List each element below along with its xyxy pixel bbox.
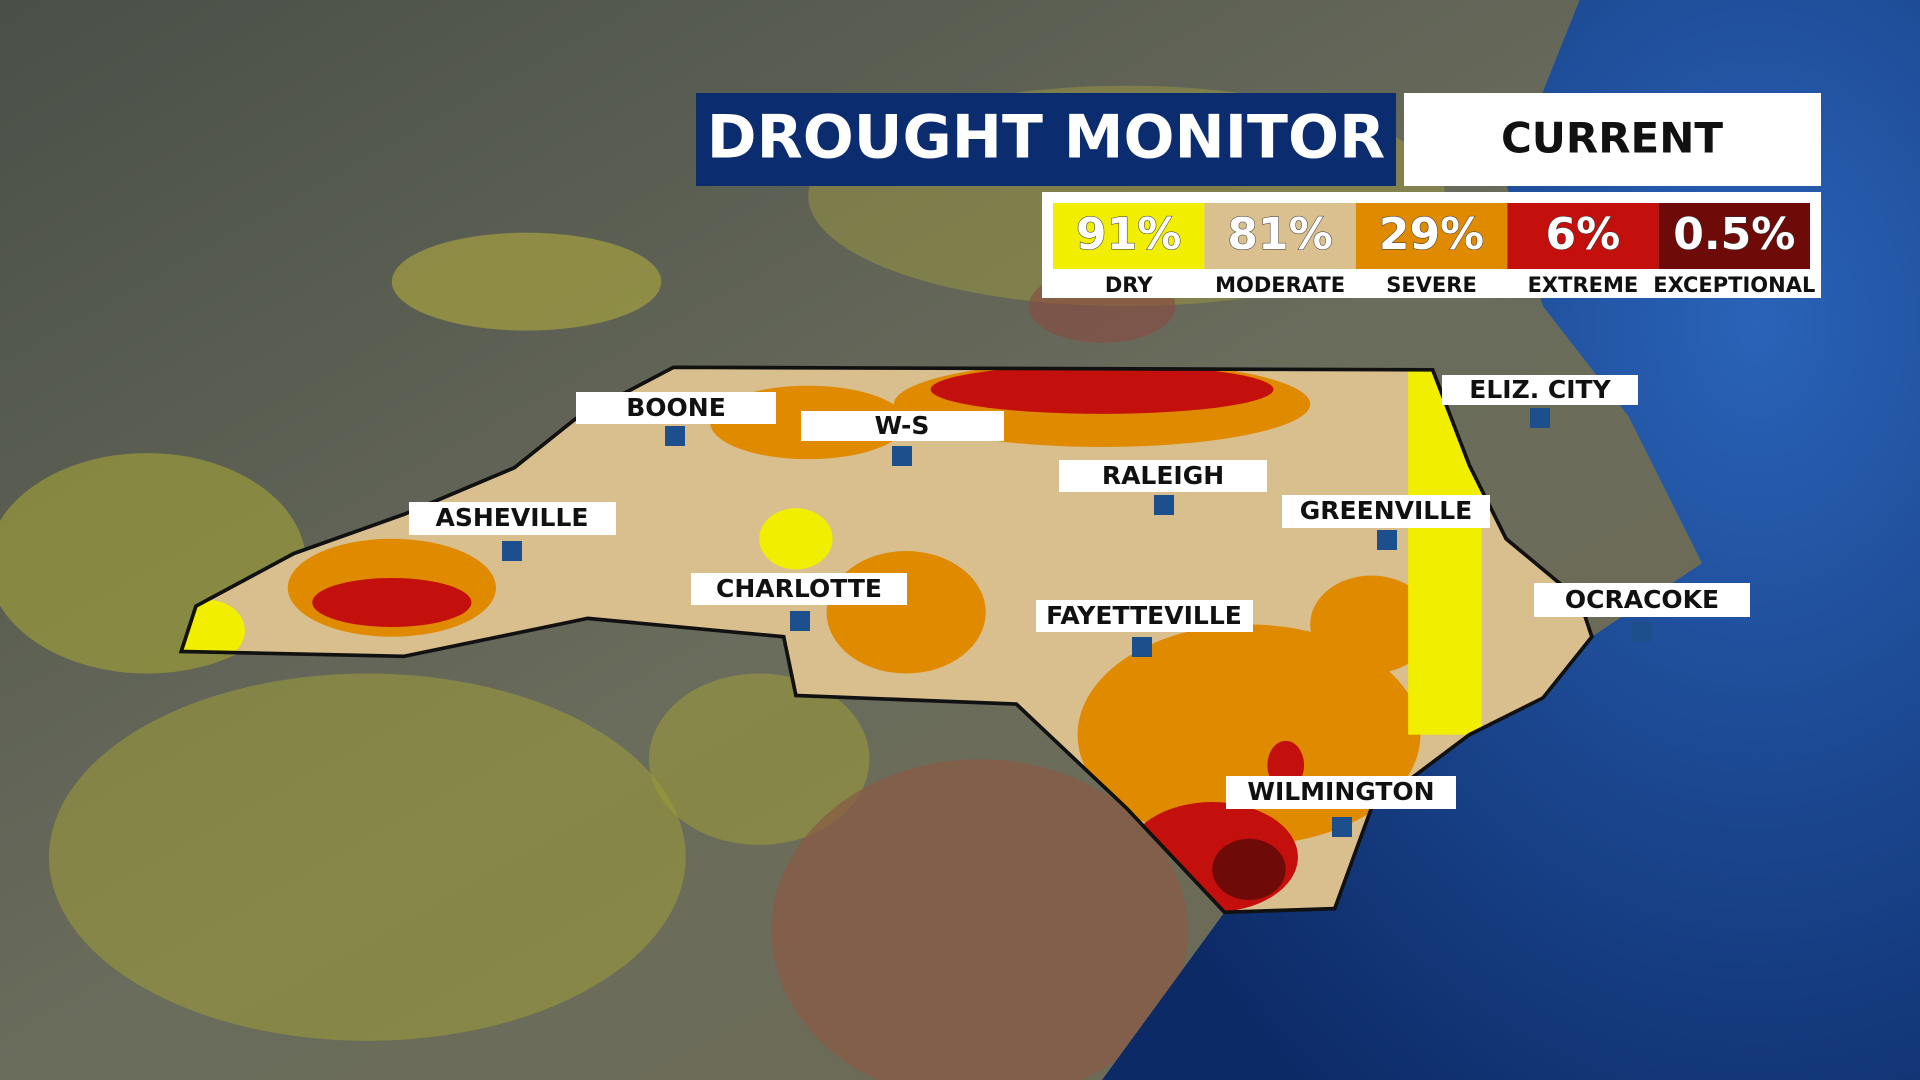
header: DROUGHT MONITOR CURRENT 91% DRY 81% MODERAT… [696, 93, 1821, 298]
legend-percent: 81% [1227, 209, 1332, 260]
legend-label: EXTREME [1528, 273, 1639, 297]
city-label-box [1442, 375, 1638, 405]
city-label-box [1036, 600, 1253, 632]
legend-label: MODERATE [1215, 273, 1345, 297]
city-label: W-S [875, 411, 930, 440]
city-label: BOONE [626, 393, 726, 422]
legend-swatch [1507, 203, 1659, 269]
title-box [696, 93, 1396, 186]
period: CURRENT [1501, 114, 1723, 163]
city-marker [790, 611, 810, 631]
city-marker [1154, 495, 1174, 515]
city-label-box [1059, 460, 1267, 492]
city-marker [1377, 530, 1397, 550]
legend-percent: 29% [1379, 209, 1484, 260]
legend-label: DRY [1105, 273, 1153, 297]
city-label-box [1534, 583, 1750, 617]
legend-swatch [1053, 203, 1205, 269]
city-marker [502, 541, 522, 561]
legend-percent: 91% [1076, 209, 1181, 260]
city-label: ELIZ. CITY [1469, 375, 1611, 404]
city-marker [1132, 637, 1152, 657]
city-marker [892, 446, 912, 466]
legend: 91% DRY 81% MODERATE 29% SEVERE 6% EXTREME 0.5% E… [1053, 203, 1815, 297]
city-labels: BOONE W-S RALEIGH ELIZ. CITY ASHEVILLE G… [409, 375, 1750, 837]
city-label-box [576, 392, 776, 424]
legend-swatch [1204, 203, 1356, 269]
legend-label: EXCEPTIONAL [1653, 273, 1815, 297]
city-label-box [801, 411, 1004, 441]
city-marker [1530, 408, 1550, 428]
title: DROUGHT MONITOR [707, 103, 1385, 173]
legend-label: SEVERE [1386, 273, 1477, 297]
city-label: GREENVILLE [1300, 496, 1472, 525]
legend-swatch [1658, 203, 1810, 269]
legend-swatch [1355, 203, 1508, 269]
city-label-box [691, 573, 907, 605]
city-label-box [1226, 776, 1456, 809]
city-label-box [1282, 495, 1490, 528]
city-label: ASHEVILLE [436, 503, 589, 532]
period-box [1404, 93, 1821, 186]
city-label: FAYETTEVILLE [1046, 601, 1242, 630]
city-label: RALEIGH [1102, 461, 1224, 490]
city-marker [1332, 817, 1352, 837]
city-label: OCRACOKE [1565, 585, 1719, 614]
city-marker [665, 426, 685, 446]
city-label-box [409, 502, 616, 535]
nc-outline [178, 365, 1594, 915]
legend-percent: 0.5% [1673, 209, 1795, 260]
city-label: WILMINGTON [1247, 777, 1434, 806]
city-label: CHARLOTTE [716, 574, 882, 603]
city-marker [1632, 622, 1652, 642]
legend-percent: 6% [1546, 209, 1621, 260]
